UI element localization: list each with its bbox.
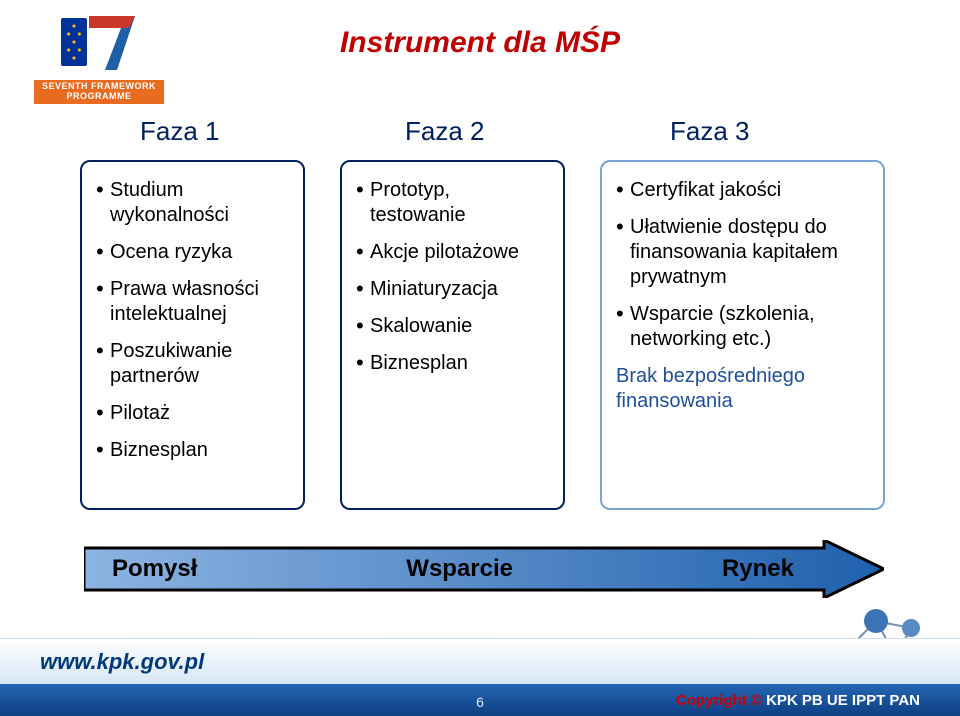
phase-box-2: Prototyp, testowanie Akcje pilotażowe Mini… [340,160,565,510]
phase-label-3: Faza 3 [670,116,750,147]
phase-1-item-2: Ocena ryzyka [96,240,289,265]
fp7-logo-label: SEVENTH FRAMEWORKPROGRAMME [34,80,164,104]
phase-2-item-3: Miniaturyzacja [356,277,549,302]
phase-2-item-2: Akcje pilotażowe [356,240,549,265]
phase-box-3: Certyfikat jakości Ułatwienie dostępu do … [600,160,885,510]
slide-title: Instrument dla MŚP [0,26,960,60]
phase-label-2: Faza 2 [405,116,485,147]
footer-top: www.kpk.gov.pl [0,638,960,684]
page-number: 6 [476,694,484,710]
phase-2-item-1: Prototyp, testowanie [356,178,549,228]
footer-copyright: Copyright © KPK PB UE IPPT PAN [676,692,920,709]
phase-box-1: Studium wykonalności Ocena ryzyka Prawa wł… [80,160,305,510]
phase-1-item-5: Pilotaż [96,401,289,426]
phase-1-item-3: Prawa własności intelektualnej [96,277,289,327]
phase-2-item-5: Biznesplan [356,351,549,376]
slide-footer: www.kpk.gov.pl Copyright © KPK PB UE IPP… [0,638,960,716]
phase-1-item-1: Studium wykonalności [96,178,289,228]
copyright-holder: KPK PB UE IPPT PAN [766,692,920,709]
phase-3-footer-item: Brak bezpośredniego finansowania [616,364,869,414]
phase-label-1: Faza 1 [140,116,220,147]
phase-1-item-4: Poszukiwanie partnerów [96,339,289,389]
footer-url: www.kpk.gov.pl [40,649,204,675]
phase-1-footer-item: Biznesplan [96,438,289,463]
phase-3-item-3: Wsparcie (szkolenia, networking etc.) [616,302,869,352]
phase-3-item-2: Ułatwienie dostępu do finansowania kapit… [616,215,869,290]
phase-3-item-1: Certyfikat jakości [616,178,869,203]
copyright-prefix: Copyright © [676,692,766,709]
phase-2-item-4: Skalowanie [356,314,549,339]
process-arrow [84,540,884,598]
